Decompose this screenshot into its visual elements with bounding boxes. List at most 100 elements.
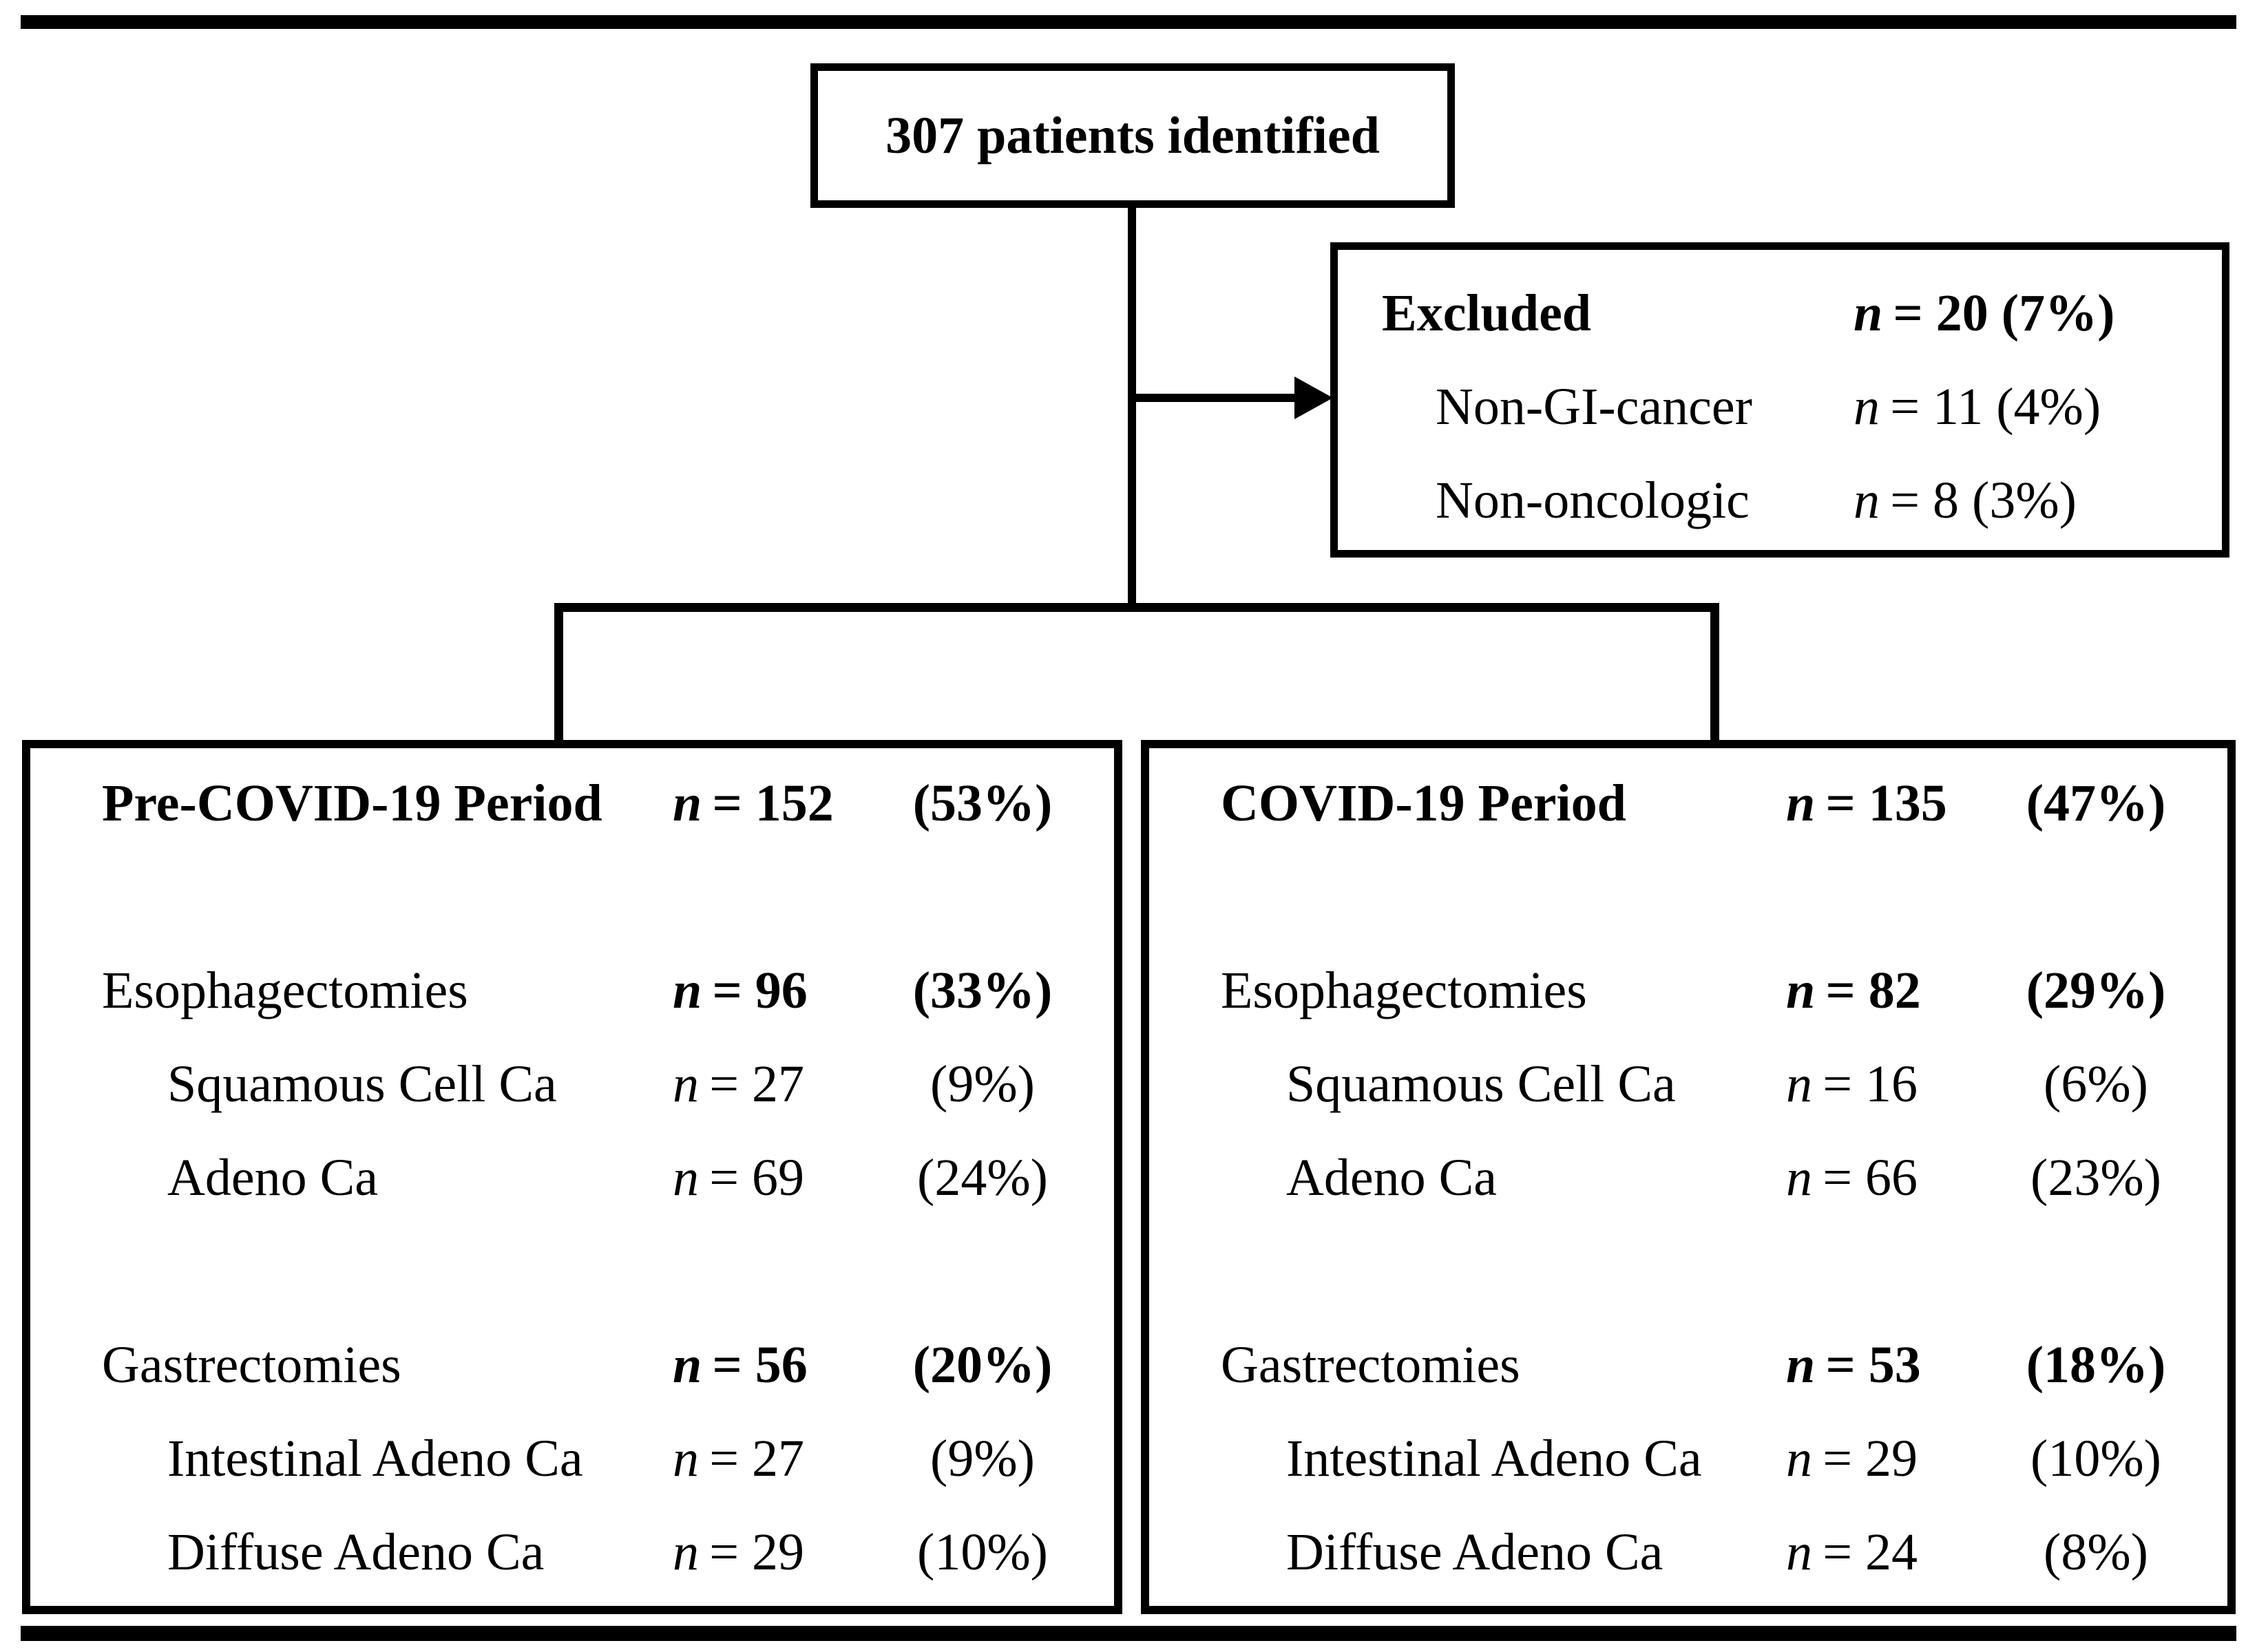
gastrectomies-label: Gastrectomies — [1221, 1335, 1520, 1394]
n-number: = 27 — [709, 1429, 805, 1487]
covid-title-n: n = 135 — [1755, 774, 1989, 834]
n-number: = 8 (3%) — [1890, 471, 2077, 529]
row-gastrectomies: Gastrectomies n = 53 (18%) — [1221, 1318, 2203, 1412]
n-symbol: n — [673, 1148, 699, 1207]
row-squamous-cell-ca: Squamous Cell Ca n = 16 (6%) — [1221, 1037, 2203, 1131]
squamous-cell-ca-n: n = 16 — [1755, 1055, 1989, 1114]
row-squamous-cell-ca: Squamous Cell Ca n = 27 (9%) — [102, 1037, 1089, 1131]
n-number: = 20 (7%) — [1893, 284, 2115, 342]
row-esophagectomies: Esophagectomies n = 82 (29%) — [1221, 944, 2203, 1037]
row-pre-covid-title: Pre-COVID-19 Period n = 152 (53%) — [102, 756, 1089, 850]
row-gastrectomies: Gastrectomies n = 56 (20%) — [102, 1318, 1089, 1412]
excluded-box: Excluded n = 20 (7%) Non-GI-cancer n = 11 … — [1330, 242, 2229, 558]
non-oncologic-n-value: n = 8 (3%) — [1823, 471, 2194, 531]
row-intestinal-adeno-ca: Intestinal Adeno Ca n = 29 (10%) — [1221, 1412, 2203, 1505]
row-intestinal-adeno-ca: Intestinal Adeno Ca n = 27 (9%) — [102, 1412, 1089, 1505]
connector-drop-left — [554, 603, 563, 741]
n-symbol: n — [673, 774, 702, 832]
diffuse-adeno-ca-n: n = 29 — [642, 1523, 876, 1582]
row-spacer — [102, 850, 1089, 944]
row-non-gi-cancer: Non-GI-cancer n = 11 (4%) — [1382, 360, 2194, 454]
pre-covid-title-n: n = 152 — [642, 774, 876, 834]
n-symbol: n — [1786, 1335, 1816, 1394]
n-symbol: n — [1786, 961, 1816, 1019]
diffuse-adeno-ca-label: Diffuse Adeno Ca — [1286, 1523, 1663, 1581]
bottom-rule — [21, 1626, 2236, 1641]
diffuse-adeno-ca-pct: (8%) — [2044, 1523, 2148, 1581]
n-number: = 29 — [1823, 1429, 1918, 1487]
n-symbol: n — [1786, 774, 1816, 832]
connector-horizontal-bar — [554, 603, 1719, 612]
pre-covid-title-label: Pre-COVID-19 Period — [102, 774, 602, 832]
n-symbol: n — [1854, 471, 1880, 529]
non-oncologic-label: Non-oncologic — [1436, 471, 1750, 529]
adeno-ca-n: n = 66 — [1755, 1148, 1989, 1208]
n-number: = 24 — [1823, 1523, 1918, 1581]
diffuse-adeno-ca-label: Diffuse Adeno Ca — [167, 1523, 545, 1581]
n-symbol: n — [1786, 1148, 1812, 1207]
intestinal-adeno-ca-n: n = 29 — [1755, 1429, 1989, 1489]
gastrectomies-n: n = 53 — [1755, 1335, 1989, 1395]
n-number: = 152 — [712, 774, 834, 832]
row-esophagectomies: Esophagectomies n = 96 (33%) — [102, 944, 1089, 1037]
row-adeno-ca: Adeno Ca n = 69 (24%) — [102, 1131, 1089, 1225]
esophagectomies-n: n = 96 — [642, 961, 876, 1021]
n-number: = 69 — [709, 1148, 805, 1207]
excluded-arrow-head-icon — [1294, 377, 1333, 419]
adeno-ca-pct: (24%) — [917, 1148, 1048, 1207]
n-number: = 11 (4%) — [1890, 377, 2101, 436]
squamous-cell-ca-label: Squamous Cell Ca — [1286, 1055, 1676, 1113]
pre-covid-period-box: Pre-COVID-19 Period n = 152 (53%) Esophag… — [22, 740, 1122, 1614]
row-non-oncologic: Non-oncologic n = 8 (3%) — [1382, 454, 2194, 547]
esophagectomies-label: Esophagectomies — [102, 961, 468, 1019]
n-number: = 82 — [1825, 961, 1921, 1019]
squamous-cell-ca-label: Squamous Cell Ca — [167, 1055, 557, 1113]
gastrectomies-pct: (18%) — [2026, 1335, 2166, 1394]
n-number: = 29 — [709, 1523, 805, 1581]
diffuse-adeno-ca-n: n = 24 — [1755, 1523, 1989, 1582]
adeno-ca-label: Adeno Ca — [167, 1148, 379, 1207]
non-gi-cancer-label: Non-GI-cancer — [1436, 377, 1752, 436]
esophagectomies-pct: (29%) — [2026, 961, 2166, 1019]
intestinal-adeno-ca-pct: (9%) — [930, 1429, 1035, 1487]
gastrectomies-pct: (20%) — [912, 1335, 1053, 1394]
intestinal-adeno-ca-label: Intestinal Adeno Ca — [167, 1429, 583, 1487]
identified-patients-text: 307 patients identified — [885, 106, 1380, 165]
n-symbol: n — [673, 1429, 699, 1487]
squamous-cell-ca-pct: (9%) — [930, 1055, 1035, 1113]
intestinal-adeno-ca-label: Intestinal Adeno Ca — [1286, 1429, 1702, 1487]
excluded-arrow-shaft — [1135, 394, 1297, 402]
excluded-n-value: n = 20 (7%) — [1823, 284, 2194, 343]
pre-covid-title-pct: (53%) — [912, 774, 1053, 832]
n-symbol: n — [673, 1523, 699, 1581]
covid-title-label: COVID-19 Period — [1221, 774, 1626, 832]
n-symbol: n — [1854, 284, 1883, 342]
adeno-ca-pct: (23%) — [2030, 1148, 2161, 1207]
adeno-ca-label: Adeno Ca — [1286, 1148, 1498, 1207]
esophagectomies-n: n = 82 — [1755, 961, 1989, 1021]
n-symbol: n — [1786, 1055, 1812, 1113]
connector-vertical-main — [1128, 207, 1136, 605]
covid-title-pct: (47%) — [2026, 774, 2166, 832]
row-diffuse-adeno-ca: Diffuse Adeno Ca n = 24 (8%) — [1221, 1505, 2203, 1599]
identified-patients-box: 307 patients identified — [810, 63, 1455, 208]
connector-drop-right — [1710, 603, 1719, 741]
n-number: = 66 — [1823, 1148, 1918, 1207]
excluded-label: Excluded — [1382, 284, 1592, 342]
adeno-ca-n: n = 69 — [642, 1148, 876, 1208]
row-spacer — [1221, 850, 2203, 944]
non-gi-cancer-n-value: n = 11 (4%) — [1823, 377, 2194, 437]
squamous-cell-ca-n: n = 27 — [642, 1055, 876, 1114]
row-spacer — [1221, 1225, 2203, 1318]
n-number: = 135 — [1825, 774, 1947, 832]
row-adeno-ca: Adeno Ca n = 66 (23%) — [1221, 1131, 2203, 1225]
n-symbol: n — [673, 1335, 702, 1394]
gastrectomies-label: Gastrectomies — [102, 1335, 401, 1394]
n-symbol: n — [673, 1055, 699, 1113]
row-diffuse-adeno-ca: Diffuse Adeno Ca n = 29 (10%) — [102, 1505, 1089, 1599]
n-number: = 56 — [712, 1335, 808, 1394]
squamous-cell-ca-pct: (6%) — [2044, 1055, 2148, 1113]
esophagectomies-pct: (33%) — [912, 961, 1053, 1019]
intestinal-adeno-ca-n: n = 27 — [642, 1429, 876, 1489]
